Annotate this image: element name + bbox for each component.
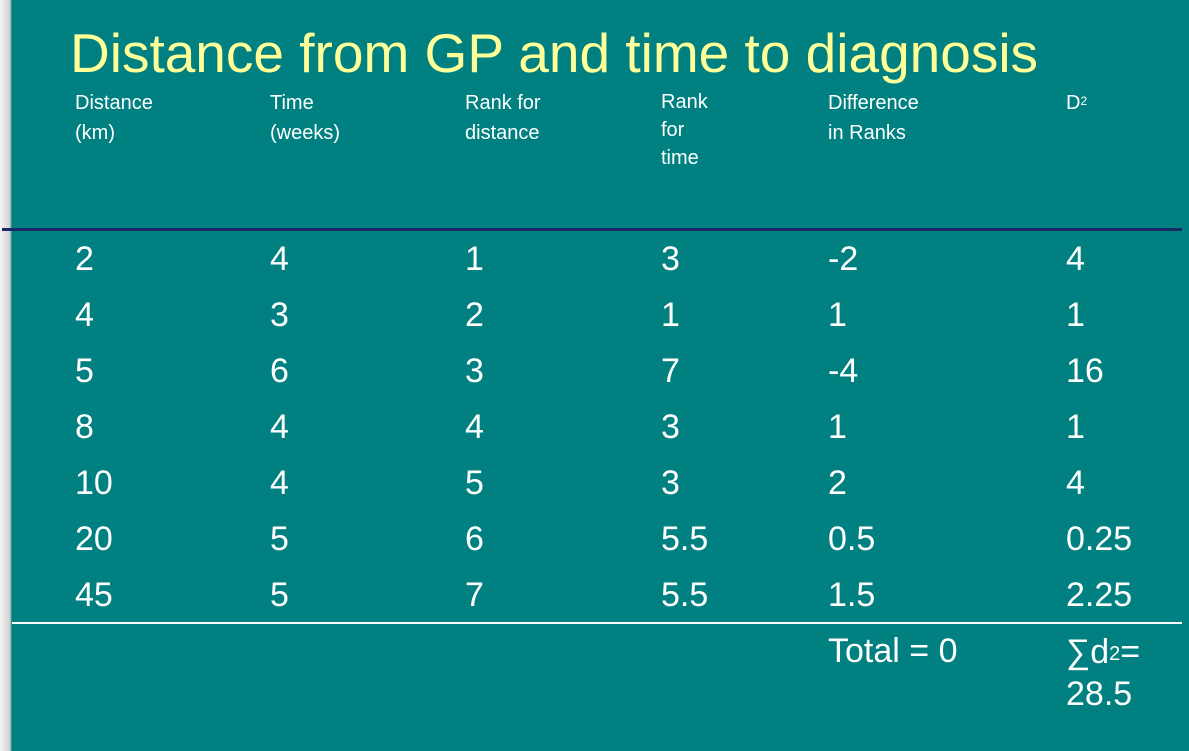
cell-rank-distance: 6 bbox=[465, 520, 484, 558]
cell-rank-distance: 2 bbox=[465, 296, 484, 334]
header-rank-time: Rank for time bbox=[661, 88, 708, 172]
cell-d-squared: 4 bbox=[1066, 464, 1085, 502]
cell-rank-distance: 3 bbox=[465, 352, 484, 390]
header-difference: Difference in Ranks bbox=[828, 88, 919, 148]
cell-time: 3 bbox=[270, 296, 289, 334]
header-distance-line-1: Distance bbox=[75, 92, 153, 114]
header-time: Time (weeks) bbox=[270, 88, 340, 148]
cell-difference: -4 bbox=[828, 352, 859, 390]
cell-distance: 2 bbox=[75, 240, 94, 278]
cell-difference: 2 bbox=[828, 464, 847, 502]
cell-time: 5 bbox=[270, 576, 289, 614]
cell-difference: -2 bbox=[828, 240, 859, 278]
cell-rank-distance: 4 bbox=[465, 408, 484, 446]
cell-distance: 20 bbox=[75, 520, 113, 558]
cell-time: 4 bbox=[270, 464, 289, 502]
cell-time: 4 bbox=[270, 240, 289, 278]
header-d-squared: D2 bbox=[1066, 88, 1087, 118]
header-rank-time-line-3: time bbox=[661, 147, 699, 169]
header-distance-line-2: (km) bbox=[75, 122, 115, 144]
cell-d-squared: 1 bbox=[1066, 296, 1085, 334]
cell-time: 5 bbox=[270, 520, 289, 558]
cell-rank-time: 5.5 bbox=[661, 576, 709, 614]
header-rank-distance: Rank for distance bbox=[465, 88, 541, 148]
cell-distance: 5 bbox=[75, 352, 94, 390]
cell-d-squared: 2.25 bbox=[1066, 576, 1133, 614]
cell-time: 6 bbox=[270, 352, 289, 390]
cell-distance: 4 bbox=[75, 296, 94, 334]
cell-d-squared: 16 bbox=[1066, 352, 1104, 390]
cell-difference: 1.5 bbox=[828, 576, 876, 614]
cell-distance: 45 bbox=[75, 576, 113, 614]
total-label: Total = 0 bbox=[828, 632, 958, 670]
slide-left-edge bbox=[0, 0, 12, 751]
cell-difference: 0.5 bbox=[828, 520, 876, 558]
sum-d-squared-line-1: ∑d2= bbox=[1066, 633, 1141, 671]
cell-difference: 1 bbox=[828, 408, 847, 446]
cell-rank-time: 3 bbox=[661, 464, 680, 502]
cell-rank-time: 5.5 bbox=[661, 520, 709, 558]
header-difference-line-1: Difference bbox=[828, 92, 919, 114]
cell-time: 4 bbox=[270, 408, 289, 446]
header-d-squared-label: D2 bbox=[1066, 92, 1088, 114]
header-distance: Distance (km) bbox=[75, 88, 153, 148]
cell-rank-distance: 1 bbox=[465, 240, 484, 278]
cell-rank-time: 1 bbox=[661, 296, 680, 334]
footer-divider bbox=[12, 622, 1182, 624]
cell-d-squared: 4 bbox=[1066, 240, 1085, 278]
cell-d-squared: 1 bbox=[1066, 408, 1085, 446]
cell-distance: 10 bbox=[75, 464, 113, 502]
sum-d-squared: ∑d2= 28.5 bbox=[1066, 631, 1140, 715]
cell-difference: 1 bbox=[828, 296, 847, 334]
header-rank-time-line-2: for bbox=[661, 119, 685, 141]
header-time-line-1: Time bbox=[270, 92, 314, 114]
cell-rank-distance: 7 bbox=[465, 576, 484, 614]
header-divider bbox=[2, 228, 1182, 231]
sum-d-squared-value: 28.5 bbox=[1066, 675, 1133, 713]
header-difference-line-2: in Ranks bbox=[828, 122, 906, 144]
header-d-squared-sup: 2 bbox=[1080, 94, 1088, 108]
cell-rank-time: 3 bbox=[661, 408, 680, 446]
cell-rank-time: 7 bbox=[661, 352, 680, 390]
cell-distance: 8 bbox=[75, 408, 94, 446]
slide-title: Distance from GP and time to diagnosis bbox=[70, 22, 1039, 84]
header-rank-distance-line-1: Rank for bbox=[465, 92, 541, 114]
cell-rank-distance: 5 bbox=[465, 464, 484, 502]
cell-rank-time: 3 bbox=[661, 240, 680, 278]
header-rank-time-line-1: Rank bbox=[661, 91, 708, 113]
header-time-line-2: (weeks) bbox=[270, 122, 341, 144]
cell-d-squared: 0.25 bbox=[1066, 520, 1133, 558]
header-rank-distance-line-2: distance bbox=[465, 122, 540, 144]
